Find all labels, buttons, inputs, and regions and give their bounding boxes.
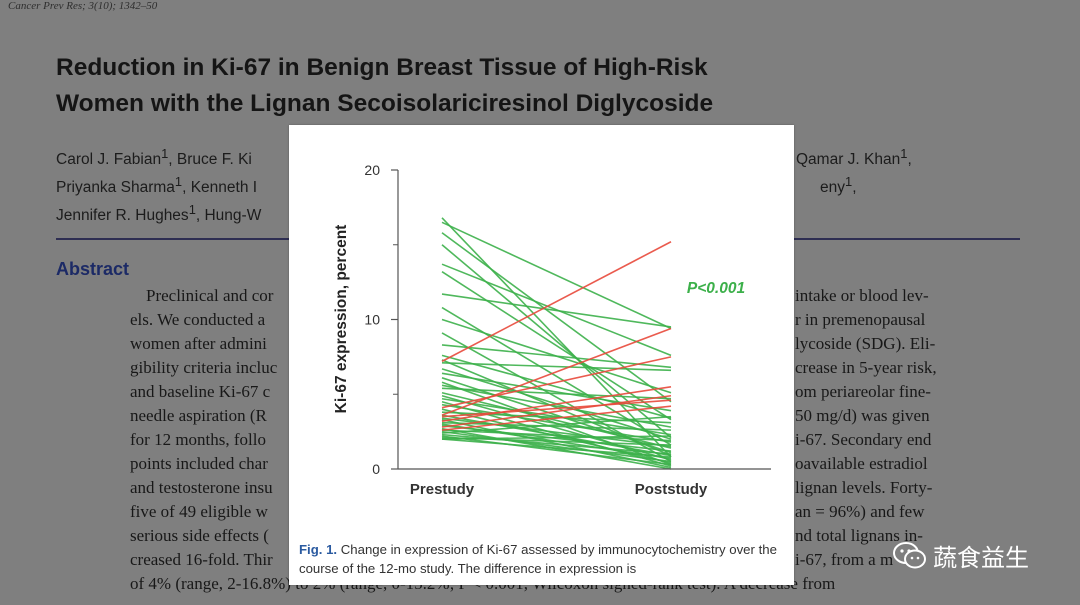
subject-line-increase xyxy=(441,241,672,363)
ki67-line-chart: 0 10 20 Prestudy Poststudy Ki-67 expressio… xyxy=(333,162,771,498)
abstract-line: gibility criteria incluc xyxy=(130,358,278,377)
y-axis-label: Ki-67 expression, percent xyxy=(333,225,350,414)
abstract-line: lycoside (SDG). Eli- xyxy=(795,334,936,353)
subject-line-decrease xyxy=(441,362,672,372)
x-tick-label-prestudy: Prestudy xyxy=(410,481,475,498)
subject-line-decrease xyxy=(441,415,672,434)
watermark: 蔬食益生 xyxy=(893,538,1029,573)
subject-line-decrease xyxy=(441,270,672,421)
subject-line-decrease xyxy=(441,221,672,330)
abstract-line: Preclinical and cor xyxy=(146,286,274,305)
abstract-line: om periareolar fine- xyxy=(795,382,931,401)
decrease-lines xyxy=(441,217,672,470)
p-value-label: P<0.001 xyxy=(687,280,745,297)
abstract-line: for 12 months, follo xyxy=(130,430,266,449)
title-line-1: Reduction in Ki-67 in Benign Breast Tiss… xyxy=(56,54,708,81)
abstract-line: 50 mg/d) was given xyxy=(795,406,930,425)
abstract-line: needle aspiration (R xyxy=(130,406,267,425)
subject-line-decrease xyxy=(441,217,672,458)
abstract-line: points included char xyxy=(130,454,268,473)
abstract-line: an = 96%) and few xyxy=(795,502,925,521)
abstract-line: lignan levels. Forty- xyxy=(795,478,933,497)
subject-line-decrease xyxy=(441,400,672,467)
figure-panel: 0 10 20 Prestudy Poststudy Ki-67 expressio… xyxy=(289,125,794,585)
y-ticks: 0 10 20 xyxy=(364,162,398,477)
subject-line-decrease xyxy=(441,421,672,431)
subject-line-decrease xyxy=(441,354,672,419)
subject-line-decrease xyxy=(441,387,672,400)
increase-lines xyxy=(441,241,672,431)
abstract-line: and baseline Ki-67 c xyxy=(130,382,271,401)
subject-line-increase xyxy=(441,327,672,416)
subject-line-decrease xyxy=(441,344,672,369)
subject-line-increase xyxy=(441,405,672,431)
abstract-line: five of 49 eligible w xyxy=(130,502,268,521)
figure-label: Fig. 1. xyxy=(299,542,338,557)
abstract-line: i-67. Secondary end xyxy=(795,430,932,449)
author-line: Carol J. Fabian1, Bruce F. Ki xyxy=(56,146,252,169)
subject-line-decrease xyxy=(441,435,672,466)
author-list-right: Qamar J. Khan1, eny1, xyxy=(796,143,912,199)
abstract-line: i-67, from a m xyxy=(795,550,894,569)
subject-line-increase xyxy=(441,356,672,409)
caption-text: Change in expression of Ki-67 assessed b… xyxy=(299,542,777,576)
abstract-line: crease in 5-year risk, xyxy=(795,358,937,377)
figure-caption: Fig. 1. Change in expression of Ki-67 as… xyxy=(299,540,789,578)
subject-line-decrease xyxy=(441,430,672,463)
author-line: eny1, xyxy=(820,174,857,197)
author-line: Qamar J. Khan1, xyxy=(796,146,912,169)
title-line-2: Women with the Lignan Secoisolariciresin… xyxy=(56,90,714,117)
subject-line-decrease xyxy=(441,244,672,439)
y-tick-label: 10 xyxy=(364,312,380,328)
y-tick-label: 20 xyxy=(364,162,380,178)
abstract-line: serious side effects ( xyxy=(130,526,269,545)
abstract-line: and testosterone insu xyxy=(130,478,273,497)
abstract-line: oavailable estradiol xyxy=(795,454,928,473)
y-tick-label: 0 xyxy=(372,461,380,477)
author-line: Jennifer R. Hughes1, Hung-W xyxy=(56,202,262,225)
subject-line-increase xyxy=(441,394,672,428)
subject-line-decrease xyxy=(441,438,672,458)
abstract-text-left: Preclinical and cor els. We conducted a … xyxy=(130,284,290,572)
subject-line-increase xyxy=(441,399,672,418)
subject-line-decrease xyxy=(441,372,672,412)
abstract-text-right: intake or blood lev- r in premenopausal … xyxy=(795,284,937,572)
subject-line-decrease xyxy=(441,232,672,403)
journal-citation: Cancer Prev Res; 3(10); 1342–50 xyxy=(8,0,158,12)
subject-line-decrease xyxy=(441,435,672,440)
author-list: Carol J. Fabian1, Bruce F. Ki Priyanka S… xyxy=(56,143,261,227)
abstract-line: r in premenopausal xyxy=(795,310,926,329)
subject-line-decrease xyxy=(441,417,672,448)
subject-line-decrease xyxy=(441,429,672,442)
subject-line-decrease xyxy=(441,293,672,328)
subject-line-decrease xyxy=(441,306,672,446)
abstract-line: women after admini xyxy=(130,334,267,353)
abstract-line: nd total lignans in- xyxy=(795,526,923,545)
abstract-line: intake or blood lev- xyxy=(795,286,929,305)
abstract-line: els. We conducted a xyxy=(130,310,266,329)
author-line: Priyanka Sharma1, Kenneth I xyxy=(56,174,258,197)
abstract-line: creased 16-fold. Thir xyxy=(130,550,273,569)
abstract-heading: Abstract xyxy=(56,259,130,279)
paper-title: Reduction in Ki-67 in Benign Breast Tiss… xyxy=(56,50,713,122)
subject-line-increase xyxy=(441,385,672,422)
wechat-icon xyxy=(893,541,926,568)
watermark-text: 蔬食益生 xyxy=(933,545,1029,572)
x-tick-label-poststudy: Poststudy xyxy=(635,481,708,498)
